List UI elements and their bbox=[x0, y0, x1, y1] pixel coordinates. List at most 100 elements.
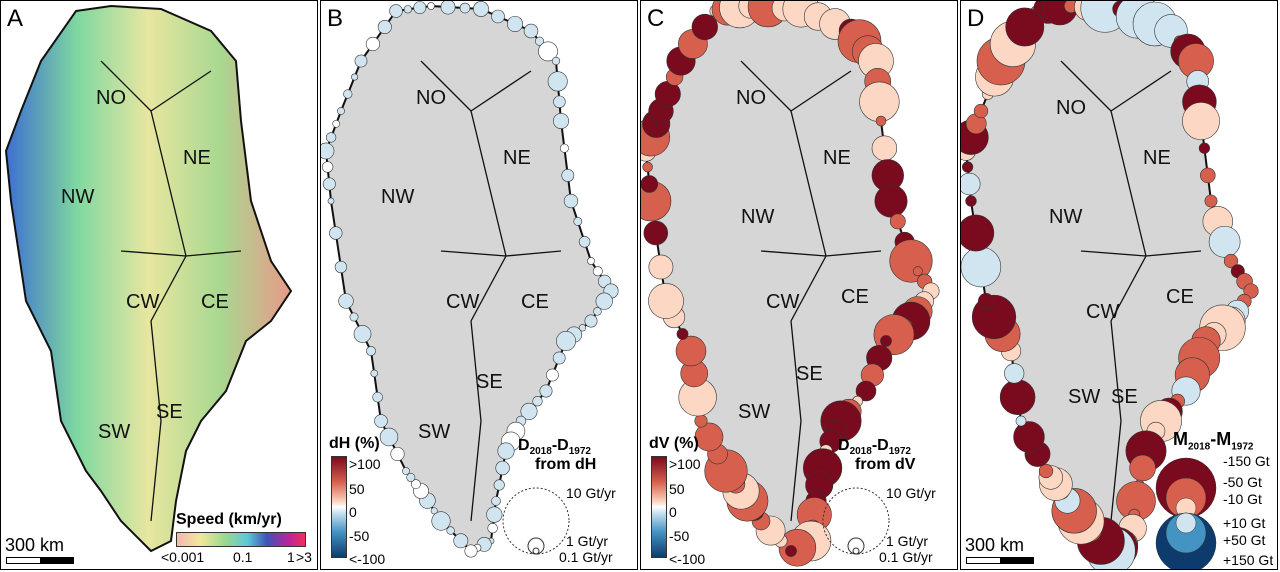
speed-legend-title: Speed (km/yr) bbox=[176, 511, 282, 528]
region-label: NO bbox=[96, 87, 126, 109]
glacier-marker bbox=[643, 220, 669, 246]
speed-tick: <0.001 bbox=[161, 549, 205, 565]
mass-tick: -150 Gt bbox=[1223, 453, 1270, 469]
dv-tick: 0 bbox=[669, 504, 677, 520]
glacier-marker bbox=[1204, 194, 1218, 208]
panel-letter: C bbox=[647, 5, 665, 32]
region-label: NO bbox=[1056, 97, 1086, 119]
glacier-marker bbox=[473, 1, 489, 17]
size-label: 1 Gt/yr bbox=[886, 533, 929, 549]
glacier-marker bbox=[563, 193, 579, 209]
glacier-marker bbox=[855, 380, 877, 402]
glacier-marker bbox=[961, 214, 995, 252]
glacier-marker bbox=[587, 257, 595, 265]
panel-letter: B bbox=[327, 5, 344, 32]
glacier-marker bbox=[552, 112, 570, 130]
greenland-dh-map bbox=[321, 1, 619, 558]
region-label: SE bbox=[156, 401, 183, 423]
drainage-divide bbox=[100, 60, 242, 522]
glacier-marker bbox=[593, 307, 602, 316]
glacier-marker bbox=[778, 529, 817, 567]
drainage-divide bbox=[740, 60, 882, 522]
glacier-marker bbox=[377, 20, 392, 34]
scale-label: 300 km bbox=[965, 535, 1025, 555]
glacier-marker bbox=[459, 2, 471, 14]
glacier-marker bbox=[453, 533, 469, 549]
glacier-marker bbox=[406, 472, 416, 482]
glacier-marker bbox=[390, 446, 405, 462]
glacier-marker bbox=[595, 292, 613, 310]
mass-tick: -10 Gt bbox=[1223, 491, 1262, 507]
glacier-marker bbox=[556, 331, 576, 351]
glacier-marker bbox=[379, 427, 399, 447]
glacier-marker bbox=[553, 95, 566, 109]
panel-letter: A bbox=[7, 5, 24, 32]
glacier-marker bbox=[676, 328, 689, 340]
glacier-marker bbox=[694, 422, 724, 452]
glacier-marker bbox=[321, 142, 335, 160]
glacier-marker bbox=[538, 41, 558, 62]
region-label: CW bbox=[446, 291, 480, 313]
glacier-marker bbox=[372, 391, 383, 403]
glacier-marker bbox=[1198, 142, 1210, 154]
dh-tick: 0 bbox=[349, 504, 357, 520]
glacier-marker bbox=[329, 226, 343, 240]
mass-tick: -50 Gt bbox=[1223, 474, 1262, 490]
glacier-marker bbox=[691, 13, 718, 41]
glacier-marker bbox=[999, 379, 1036, 415]
glacier-marker bbox=[374, 414, 388, 428]
glacier-marker bbox=[648, 254, 674, 280]
glacier-marker bbox=[338, 293, 354, 309]
region-label: NO bbox=[736, 87, 766, 109]
glacier-marker bbox=[1005, 7, 1045, 47]
greenland-outline bbox=[4, 4, 293, 553]
glacier-marker bbox=[327, 197, 335, 205]
glacier-marker bbox=[325, 132, 337, 143]
glacier-marker bbox=[694, 414, 708, 428]
glacier-marker bbox=[403, 5, 413, 14]
diff-subtitle: from dH bbox=[535, 456, 597, 473]
panel-d-mass-map: D NO NE NW CW CE SE SW M2018-M1972 -150 … bbox=[960, 0, 1278, 570]
glacier-marker bbox=[871, 135, 898, 161]
glacier-marker bbox=[641, 175, 659, 193]
panel-c-dv-map: C NO NE NW CW CE SE SW dV (%) >100 50 0 … bbox=[640, 0, 958, 570]
glacier-marker bbox=[353, 325, 372, 343]
glacier-marker bbox=[534, 36, 545, 46]
mass-tick: +50 Gt bbox=[1223, 532, 1266, 548]
glacier-marker bbox=[389, 4, 403, 18]
greenland-speed-map bbox=[4, 4, 293, 553]
scale-bar bbox=[6, 557, 74, 564]
region-label: CE bbox=[841, 286, 869, 308]
speed-tick: >3 bbox=[296, 549, 312, 565]
region-label: NE bbox=[1143, 147, 1171, 169]
region-label: CE bbox=[201, 291, 229, 313]
glacier-marker bbox=[1208, 225, 1241, 258]
scale-label: 300 km bbox=[5, 535, 65, 555]
glacier-marker bbox=[365, 36, 380, 52]
region-label: CW bbox=[766, 291, 800, 313]
glacier-marker bbox=[642, 161, 653, 173]
drainage-divide bbox=[1060, 60, 1202, 522]
glacier-marker bbox=[1182, 102, 1220, 140]
glacier-marker bbox=[539, 384, 553, 398]
glacier-marker bbox=[351, 73, 359, 81]
glacier-marker bbox=[675, 335, 707, 367]
speed-tick: 1 bbox=[287, 549, 295, 565]
dh-tick: 50 bbox=[349, 481, 365, 497]
glacier-marker bbox=[961, 172, 981, 196]
dv-tick: <-100 bbox=[669, 551, 706, 567]
glacier-marker bbox=[440, 1, 456, 15]
glacier-marker bbox=[578, 236, 591, 248]
glacier-marker bbox=[332, 119, 341, 128]
glacier-marker bbox=[493, 479, 505, 491]
region-label: SE bbox=[1111, 386, 1138, 408]
dh-tick: -50 bbox=[349, 528, 370, 544]
glacier-marker bbox=[430, 507, 438, 515]
glacier-marker bbox=[337, 107, 345, 115]
glacier-marker bbox=[578, 324, 587, 332]
greenland-mass-map bbox=[961, 1, 1259, 569]
glacier-marker bbox=[552, 351, 566, 365]
glacier-marker bbox=[573, 217, 583, 226]
region-label: SW bbox=[1068, 386, 1101, 408]
size-label: 10 Gt/yr bbox=[566, 485, 616, 501]
